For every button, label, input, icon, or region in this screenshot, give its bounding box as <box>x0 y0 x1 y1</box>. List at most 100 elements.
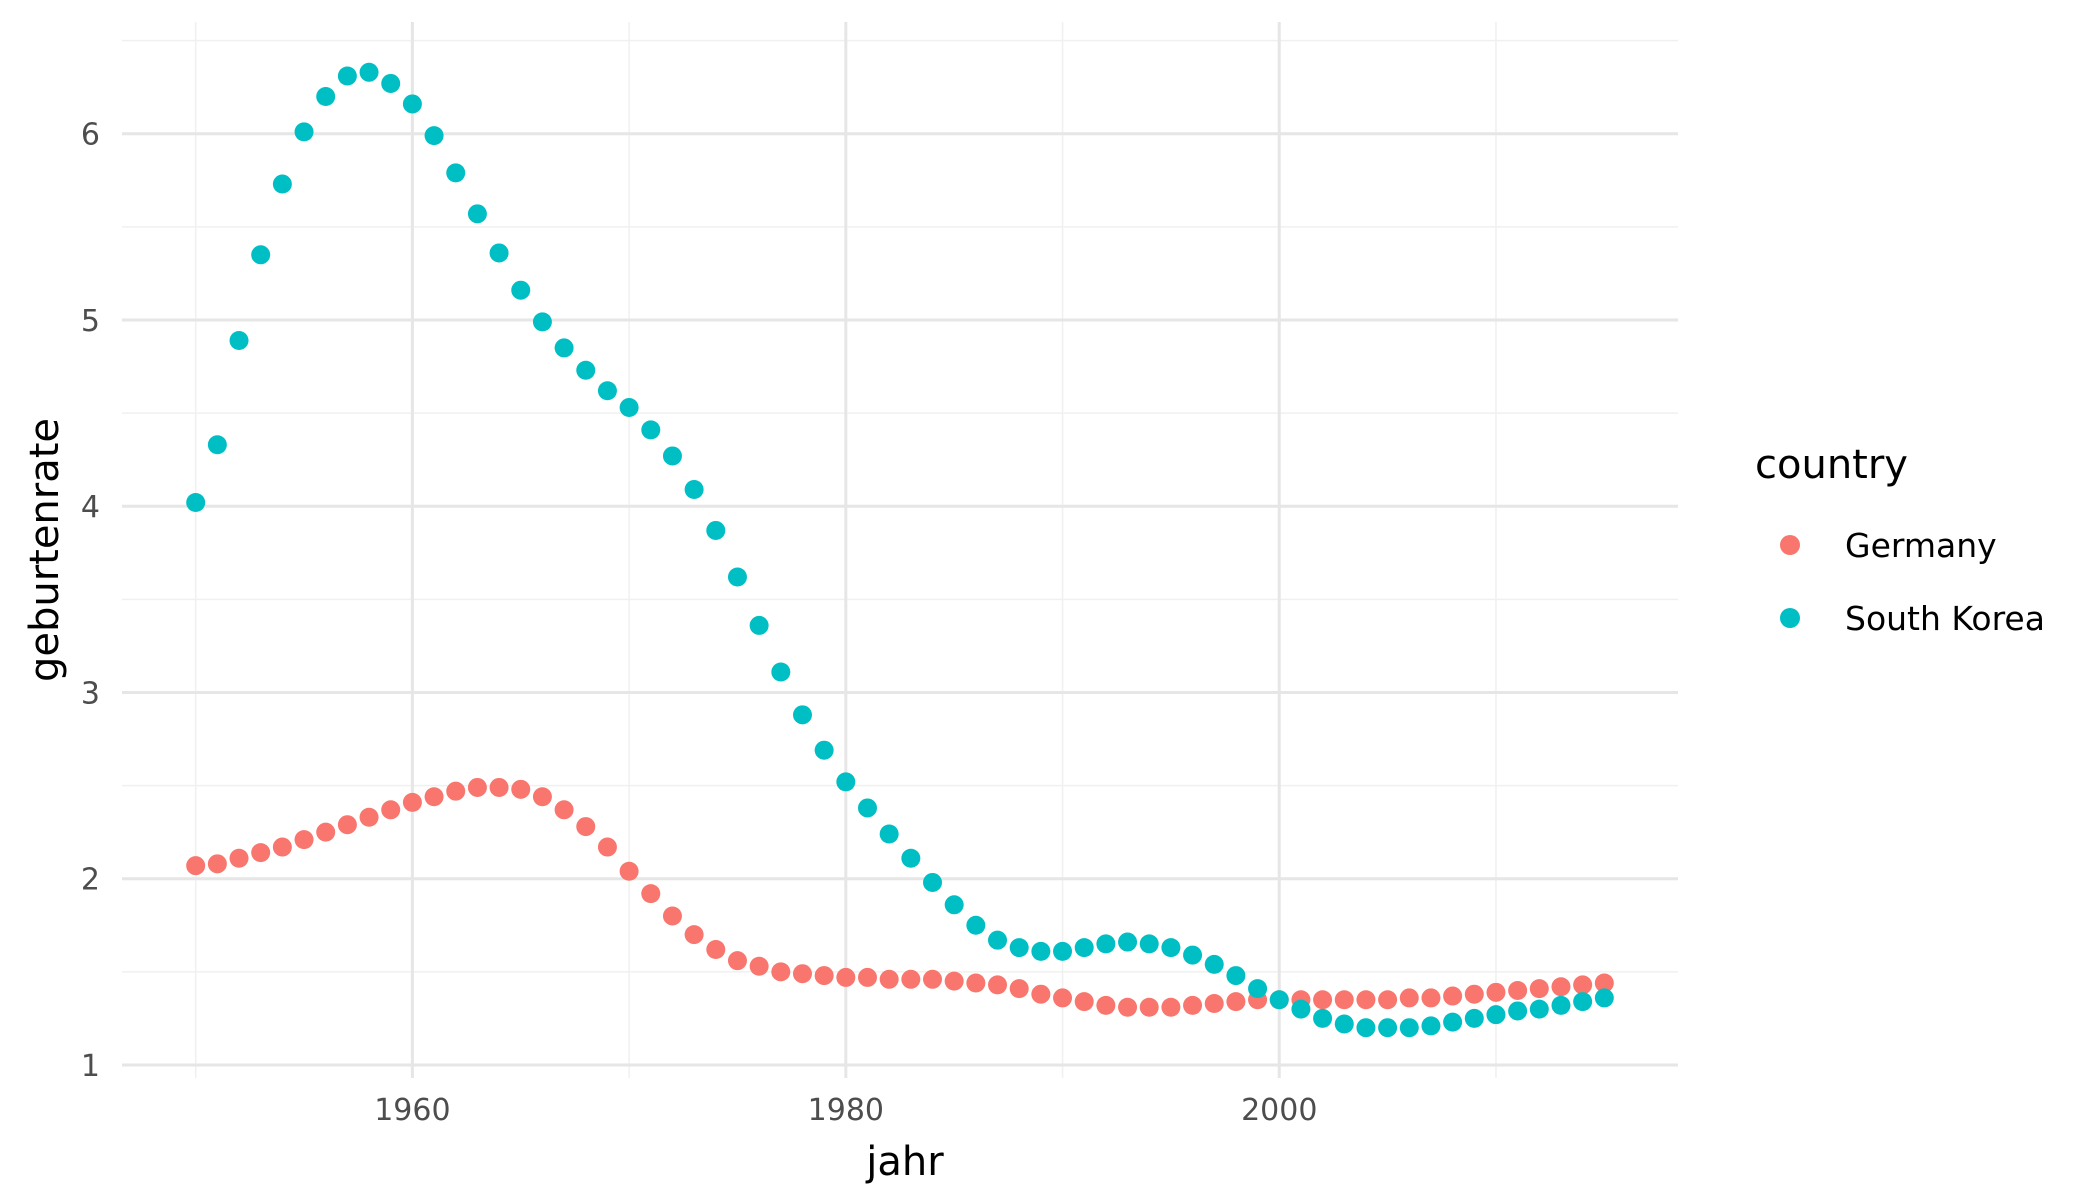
data-point-germany <box>814 966 834 986</box>
y-tick-label: 3 <box>81 676 100 711</box>
data-point-germany <box>597 837 617 857</box>
x-tick-label: 1960 <box>374 1093 450 1128</box>
gridlines <box>122 22 1678 1078</box>
data-point-south-korea <box>381 73 401 93</box>
data-point-south-korea <box>1508 1001 1528 1021</box>
data-point-south-korea <box>1573 992 1593 1012</box>
data-point-germany <box>1053 988 1073 1008</box>
data-point-germany <box>1356 990 1376 1010</box>
data-point-germany <box>966 973 986 993</box>
data-point-south-korea <box>879 824 899 844</box>
data-point-germany <box>792 964 812 984</box>
data-point-germany <box>446 781 466 801</box>
data-point-south-korea <box>706 520 726 540</box>
data-point-south-korea <box>1356 1018 1376 1038</box>
data-point-germany <box>771 962 791 982</box>
data-point-germany <box>923 969 943 989</box>
data-point-south-korea <box>1313 1008 1333 1028</box>
data-point-south-korea <box>186 493 206 513</box>
legend-label-germany: Germany <box>1845 526 1997 565</box>
data-point-south-korea <box>1443 1012 1463 1032</box>
data-point-germany <box>272 837 292 857</box>
data-point-south-korea <box>1334 1014 1354 1034</box>
data-point-germany <box>554 800 574 820</box>
data-point-germany <box>944 971 964 991</box>
legend-key-south-korea <box>1780 608 1800 628</box>
data-point-south-korea <box>424 126 444 146</box>
data-point-south-korea <box>554 338 574 358</box>
data-point-germany <box>684 925 704 945</box>
data-point-south-korea <box>1378 1018 1398 1038</box>
legend-item-germany: Germany <box>1780 526 1997 565</box>
data-point-south-korea <box>662 446 682 466</box>
data-point-south-korea <box>619 398 639 418</box>
data-point-germany <box>489 777 509 797</box>
y-tick-label: 6 <box>81 118 100 153</box>
data-point-south-korea <box>1096 934 1116 954</box>
data-point-germany <box>1551 977 1571 997</box>
data-point-germany <box>1009 979 1029 999</box>
data-point-germany <box>1226 992 1246 1012</box>
data-point-germany <box>1443 986 1463 1006</box>
data-point-south-korea <box>1226 966 1246 986</box>
data-point-south-korea <box>771 662 791 682</box>
data-point-germany <box>619 861 639 881</box>
data-point-germany <box>749 956 769 976</box>
data-point-germany <box>251 843 271 863</box>
data-point-south-korea <box>294 122 314 142</box>
data-point-south-korea <box>229 330 249 350</box>
data-point-south-korea <box>446 163 466 183</box>
y-tick-label: 5 <box>81 304 100 339</box>
data-point-germany <box>1378 990 1398 1010</box>
data-point-south-korea <box>576 360 596 380</box>
data-point-south-korea <box>511 280 531 300</box>
data-point-south-korea <box>207 435 227 455</box>
data-point-germany <box>988 975 1008 995</box>
data-point-south-korea <box>749 615 769 635</box>
data-point-south-korea <box>792 705 812 725</box>
data-point-germany <box>1529 979 1549 999</box>
data-point-south-korea <box>1183 945 1203 965</box>
data-point-germany <box>186 856 206 876</box>
data-point-south-korea <box>251 245 271 265</box>
data-point-south-korea <box>923 872 943 892</box>
data-point-germany <box>1399 988 1419 1008</box>
data-point-south-korea <box>966 915 986 935</box>
tick-labels: 1960 1980 2000 1 2 3 4 5 6 <box>81 118 1318 1128</box>
data-point-south-korea <box>684 479 704 499</box>
data-point-south-korea <box>988 930 1008 950</box>
data-point-south-korea <box>489 243 509 263</box>
data-point-south-korea <box>1053 941 1073 961</box>
data-point-germany <box>1421 988 1441 1008</box>
data-point-germany <box>424 787 444 807</box>
x-tick-label: 1980 <box>808 1093 884 1128</box>
legend: country Germany South Korea <box>1755 442 2045 638</box>
legend-item-south-korea: South Korea <box>1780 599 2045 638</box>
data-point-germany <box>402 792 422 812</box>
data-point-germany <box>857 967 877 987</box>
data-point-germany <box>641 884 661 904</box>
data-point-south-korea <box>1161 938 1181 958</box>
y-tick-label: 4 <box>81 490 100 525</box>
data-point-germany <box>1334 990 1354 1010</box>
data-point-south-korea <box>944 895 964 915</box>
y-tick-label: 1 <box>81 1049 100 1084</box>
data-point-south-korea <box>1074 938 1094 958</box>
data-point-germany <box>1118 997 1138 1017</box>
data-point-germany <box>294 830 314 850</box>
data-point-south-korea <box>316 86 336 106</box>
data-point-germany <box>576 817 596 837</box>
legend-title: country <box>1755 442 1908 488</box>
data-point-south-korea <box>1139 934 1159 954</box>
data-point-south-korea <box>1399 1018 1419 1038</box>
data-point-germany <box>1161 997 1181 1017</box>
data-point-south-korea <box>1269 990 1289 1010</box>
data-point-south-korea <box>272 174 292 194</box>
data-point-south-korea <box>1551 995 1571 1015</box>
y-axis-title: geburtenrate <box>22 418 68 682</box>
data-point-germany <box>359 807 379 827</box>
data-point-south-korea <box>1248 979 1268 999</box>
data-point-south-korea <box>641 420 661 440</box>
